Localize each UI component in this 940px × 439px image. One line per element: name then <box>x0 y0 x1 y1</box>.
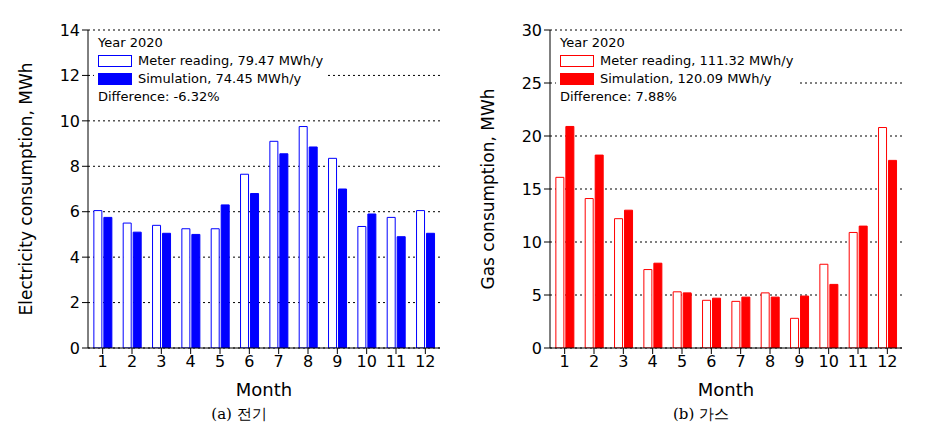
svg-text:6: 6 <box>70 202 80 221</box>
svg-text:5: 5 <box>532 286 542 305</box>
svg-text:8: 8 <box>765 352 775 371</box>
svg-text:25: 25 <box>522 74 542 93</box>
svg-text:2: 2 <box>589 352 599 371</box>
html-text:Difference: 7.88%: Difference: 7.88% <box>560 89 677 104</box>
svg-text:10: 10 <box>356 352 376 371</box>
svg-text:12: 12 <box>877 352 897 371</box>
svg-text:3: 3 <box>156 352 166 371</box>
svg-text:2: 2 <box>127 352 137 371</box>
svg-text:4: 4 <box>70 248 80 267</box>
html-text:Meter reading, 111.32 MWh/y: Meter reading, 111.32 MWh/y <box>600 53 794 68</box>
html-text:(b) 가스: (b) 가스 <box>673 405 729 423</box>
svg-text:7: 7 <box>736 352 746 371</box>
svg-text:5: 5 <box>215 352 225 371</box>
svg-text:8: 8 <box>70 157 80 176</box>
svg-text:0: 0 <box>532 339 542 358</box>
svg-text:4: 4 <box>648 352 658 371</box>
html-text:Meter reading, 79.47 MWh/y: Meter reading, 79.47 MWh/y <box>138 53 324 68</box>
svg-text:6: 6 <box>706 352 716 371</box>
svg-text:Electricity consumption, MWh: Electricity consumption, MWh <box>16 63 36 316</box>
svg-text:6: 6 <box>244 352 254 371</box>
svg-text:Month: Month <box>698 379 754 400</box>
svg-text:20: 20 <box>522 127 542 146</box>
svg-text:Gas consumption, MWh: Gas consumption, MWh <box>478 89 498 290</box>
svg-text:12: 12 <box>415 352 435 371</box>
svg-text:7: 7 <box>274 352 284 371</box>
svg-text:9: 9 <box>794 352 804 371</box>
svg-text:14: 14 <box>60 21 80 40</box>
html-text:Difference: -6.32%: Difference: -6.32% <box>98 89 220 104</box>
svg-text:11: 11 <box>848 352 868 371</box>
svg-text:Month: Month <box>236 379 292 400</box>
html-text:Simulation, 74.45 MWh/y: Simulation, 74.45 MWh/y <box>138 71 302 86</box>
svg-text:4: 4 <box>186 352 196 371</box>
svg-text:10: 10 <box>60 112 80 131</box>
svg-text:2: 2 <box>70 293 80 312</box>
svg-text:15: 15 <box>522 180 542 199</box>
svg-text:11: 11 <box>386 352 406 371</box>
svg-text:3: 3 <box>618 352 628 371</box>
svg-text:1: 1 <box>560 352 570 371</box>
html-text:Simulation, 120.09 MWh/y: Simulation, 120.09 MWh/y <box>600 71 772 86</box>
svg-text:8: 8 <box>303 352 313 371</box>
svg-text:1: 1 <box>98 352 108 371</box>
html-text:Year 2020: Year 2020 <box>560 35 625 50</box>
html-text:Year 2020: Year 2020 <box>98 35 163 50</box>
svg-text:5: 5 <box>677 352 687 371</box>
svg-text:0: 0 <box>70 339 80 358</box>
svg-text:10: 10 <box>522 233 542 252</box>
svg-text:12: 12 <box>60 66 80 85</box>
svg-text:9: 9 <box>332 352 342 371</box>
svg-text:30: 30 <box>522 21 542 40</box>
html-text:(a) 전기: (a) 전기 <box>211 405 267 423</box>
svg-text:10: 10 <box>818 352 838 371</box>
